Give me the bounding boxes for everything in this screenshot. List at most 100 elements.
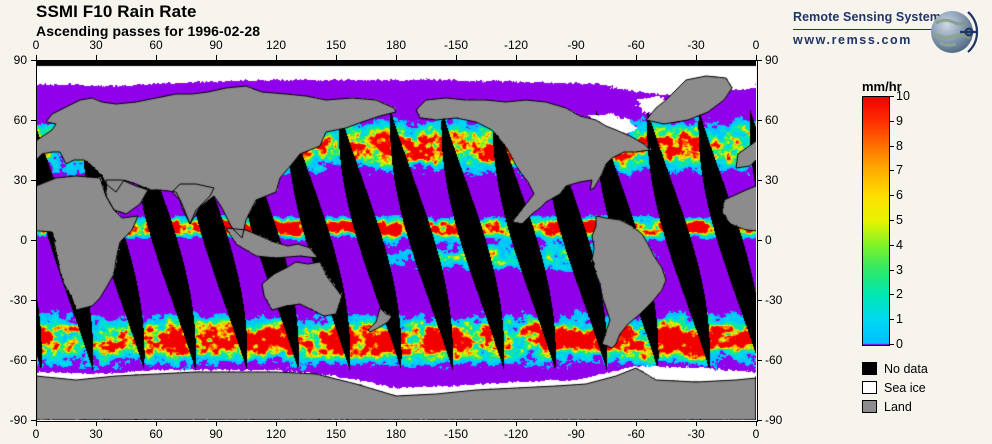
y-tick-left [31, 180, 36, 181]
logo-organization: Remote Sensing Systems [793, 10, 949, 24]
x-tick-bottom [756, 421, 757, 426]
logo-divider [793, 29, 933, 30]
y-tick-right [757, 360, 762, 361]
y-tick-right [757, 240, 762, 241]
x-tick-top [36, 55, 37, 60]
y-axis-label-left: 30 [13, 173, 27, 187]
y-tick-right [757, 420, 762, 421]
x-tick-bottom [516, 421, 517, 426]
colorbar-tick-label: 7 [896, 163, 903, 177]
colorbar-tick-label: 9 [896, 114, 903, 128]
x-axis-label-top: 90 [209, 38, 223, 52]
remss-logo[interactable]: Remote Sensing Systems www.remss.com [793, 10, 983, 58]
x-tick-top [636, 55, 637, 60]
x-axis-label-bottom: 60 [149, 427, 163, 441]
y-axis-label-left: 60 [13, 113, 27, 127]
colorbar-tick [889, 195, 894, 196]
y-tick-right [757, 300, 762, 301]
x-axis-label-bottom: 0 [32, 427, 40, 441]
x-tick-bottom [396, 421, 397, 426]
y-axis-label-right: 60 [765, 113, 779, 127]
colorbar-tick-label: 10 [896, 89, 910, 103]
colorbar-tick [889, 270, 894, 271]
colorbar-tick-label: 4 [896, 238, 903, 252]
x-axis-label-bottom: -120 [503, 427, 529, 441]
y-tick-right [757, 180, 762, 181]
colorbar-tick [889, 96, 894, 97]
colorbar-tick-label: 8 [896, 139, 903, 153]
x-axis-label-bottom: -60 [627, 427, 645, 441]
x-tick-top [516, 55, 517, 60]
y-tick-left [31, 60, 36, 61]
x-tick-bottom [336, 421, 337, 426]
x-axis-label-top: -150 [443, 38, 469, 52]
colorbar-tick-label: 2 [896, 287, 903, 301]
x-axis-label-bottom: 30 [89, 427, 103, 441]
colorbar-tick [889, 294, 894, 295]
x-tick-bottom [36, 421, 37, 426]
x-axis-label-bottom: -90 [567, 427, 585, 441]
y-axis-label-right: -30 [765, 293, 783, 307]
x-axis-label-top: -90 [567, 38, 585, 52]
x-axis-label-top: 120 [265, 38, 287, 52]
x-tick-top [156, 55, 157, 60]
title-block: SSMI F10 Rain Rate Ascending passes for … [36, 2, 260, 40]
x-axis-label-bottom: 0 [752, 427, 760, 441]
x-axis-label-top: 150 [325, 38, 347, 52]
x-axis-label-top: -120 [503, 38, 529, 52]
x-tick-top [696, 55, 697, 60]
logo-website: www.remss.com [793, 33, 912, 47]
x-tick-top [96, 55, 97, 60]
x-tick-bottom [636, 421, 637, 426]
x-axis-label-top: 180 [385, 38, 407, 52]
y-axis-label-right: -90 [765, 413, 783, 427]
legend-label: Land [884, 399, 912, 414]
legend-label: Sea ice [884, 380, 926, 395]
x-tick-top [336, 55, 337, 60]
x-axis-label-top: 0 [32, 38, 40, 52]
legend-label: No data [884, 361, 928, 376]
x-tick-bottom [696, 421, 697, 426]
y-axis-label-left: -30 [9, 293, 27, 307]
x-tick-top [276, 55, 277, 60]
x-tick-bottom [276, 421, 277, 426]
colorbar-tick [889, 319, 894, 320]
y-tick-left [31, 360, 36, 361]
y-axis-label-right: 30 [765, 173, 779, 187]
y-axis-label-left: 0 [20, 233, 27, 247]
colorbar-tick-label: 0 [896, 337, 903, 351]
x-tick-bottom [216, 421, 217, 426]
map-legend: No data Sea ice Land [862, 359, 928, 416]
y-axis-label-left: -90 [9, 413, 27, 427]
x-tick-top [216, 55, 217, 60]
colorbar-tick [889, 344, 894, 345]
x-tick-top [576, 55, 577, 60]
y-tick-right [757, 120, 762, 121]
legend-swatch [862, 381, 877, 394]
rain-rate-map[interactable] [36, 60, 756, 420]
colorbar-tick [889, 146, 894, 147]
y-axis-label-right: 90 [765, 53, 779, 67]
legend-swatch [862, 362, 877, 375]
y-tick-right [757, 60, 762, 61]
x-tick-top [396, 55, 397, 60]
x-axis-label-bottom: 180 [385, 427, 407, 441]
x-axis-label-top: 0 [752, 38, 760, 52]
x-axis-label-bottom: 90 [209, 427, 223, 441]
x-tick-bottom [456, 421, 457, 426]
colorbar-tick [889, 170, 894, 171]
colorbar-tick-label: 6 [896, 188, 903, 202]
colorbar-tick [889, 220, 894, 221]
colorbar-tick [889, 121, 894, 122]
page-title: SSMI F10 Rain Rate [36, 2, 197, 21]
x-axis-label-bottom: -30 [687, 427, 705, 441]
y-axis-label-right: -60 [765, 353, 783, 367]
x-axis-label-bottom: 120 [265, 427, 287, 441]
x-tick-top [456, 55, 457, 60]
legend-no-data: No data [862, 359, 928, 378]
x-tick-bottom [156, 421, 157, 426]
x-axis-label-bottom: -150 [443, 427, 469, 441]
legend-land: Land [862, 397, 928, 416]
map-plot-area[interactable] [36, 60, 758, 422]
